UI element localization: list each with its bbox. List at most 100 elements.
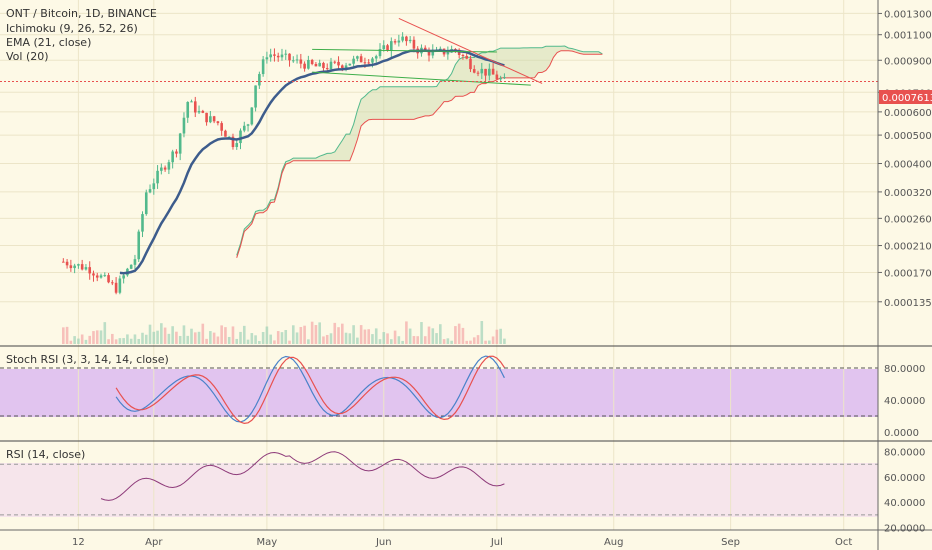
candle-body[interactable] bbox=[325, 68, 329, 70]
candle-body[interactable] bbox=[495, 74, 499, 80]
candle-body[interactable] bbox=[454, 49, 457, 51]
candle-body[interactable] bbox=[95, 275, 99, 278]
candle-body[interactable] bbox=[367, 62, 370, 64]
candle-body[interactable] bbox=[178, 133, 182, 154]
candle-body[interactable] bbox=[224, 130, 227, 137]
candle-body[interactable] bbox=[390, 41, 393, 51]
candle-body[interactable] bbox=[265, 57, 269, 60]
candle-body[interactable] bbox=[190, 101, 193, 103]
candle-body[interactable] bbox=[341, 65, 344, 69]
candle-body[interactable] bbox=[175, 151, 178, 154]
candle-body[interactable] bbox=[92, 273, 95, 276]
candle-body[interactable] bbox=[205, 112, 208, 123]
candle-body[interactable] bbox=[303, 63, 306, 69]
candle-body[interactable] bbox=[62, 261, 65, 263]
candle-body[interactable] bbox=[186, 102, 190, 118]
candle-body[interactable] bbox=[371, 58, 374, 63]
candle-body[interactable] bbox=[439, 48, 442, 50]
candle-body[interactable] bbox=[129, 264, 133, 269]
candle-body[interactable] bbox=[269, 54, 272, 58]
candle-body[interactable] bbox=[156, 170, 159, 184]
time-axis[interactable]: 12 Apr May Jun Jul Aug Sep Oct bbox=[72, 537, 852, 548]
candle-body[interactable] bbox=[246, 124, 250, 126]
candle-body[interactable] bbox=[107, 275, 110, 283]
candle-body[interactable] bbox=[503, 77, 506, 79]
candle-body[interactable] bbox=[239, 130, 242, 144]
candle-body[interactable] bbox=[480, 68, 484, 74]
candle-body[interactable] bbox=[329, 61, 333, 70]
candle-body[interactable] bbox=[84, 267, 88, 270]
candle-body[interactable] bbox=[118, 278, 122, 293]
candle-body[interactable] bbox=[212, 116, 216, 122]
candle-body[interactable] bbox=[141, 214, 144, 232]
candle-body[interactable] bbox=[167, 162, 171, 170]
candle-body[interactable] bbox=[254, 85, 257, 108]
candle-body[interactable] bbox=[163, 167, 167, 170]
candle-body[interactable] bbox=[216, 121, 220, 124]
candle-body[interactable] bbox=[152, 183, 156, 190]
candle-body[interactable] bbox=[99, 275, 103, 278]
candle-body[interactable] bbox=[356, 56, 359, 59]
candle-body[interactable] bbox=[310, 59, 314, 64]
candle-body[interactable] bbox=[88, 267, 92, 274]
candle-body[interactable] bbox=[427, 49, 431, 56]
candle-body[interactable] bbox=[182, 117, 186, 134]
candle-body[interactable] bbox=[397, 40, 401, 43]
candle-body[interactable] bbox=[408, 39, 412, 42]
candle-body[interactable] bbox=[348, 63, 352, 66]
candle-body[interactable] bbox=[461, 54, 465, 56]
candle-body[interactable] bbox=[499, 78, 502, 80]
candle-body[interactable] bbox=[273, 54, 276, 56]
rsi-axis[interactable]: 80.0000 60.0000 40.0000 20.0000 bbox=[884, 448, 925, 535]
candle-body[interactable] bbox=[374, 56, 378, 59]
rsi-pane[interactable] bbox=[0, 451, 878, 516]
candle-body[interactable] bbox=[137, 231, 141, 260]
candle-body[interactable] bbox=[337, 61, 340, 66]
candle-body[interactable] bbox=[295, 59, 299, 61]
candle-body[interactable] bbox=[393, 41, 397, 43]
candle-body[interactable] bbox=[314, 63, 318, 67]
candle-body[interactable] bbox=[401, 36, 404, 41]
candle-body[interactable] bbox=[220, 123, 223, 131]
candle-body[interactable] bbox=[276, 55, 280, 58]
stoch-rsi-pane[interactable] bbox=[0, 355, 878, 425]
candle-body[interactable] bbox=[133, 259, 137, 265]
candle-body[interactable] bbox=[299, 59, 303, 64]
candle-body[interactable] bbox=[231, 136, 235, 148]
candle-body[interactable] bbox=[359, 56, 363, 63]
candle-body[interactable] bbox=[288, 53, 291, 61]
candle-body[interactable] bbox=[386, 45, 389, 51]
candle-body[interactable] bbox=[465, 55, 469, 59]
candle-body[interactable] bbox=[488, 68, 491, 76]
candle-body[interactable] bbox=[160, 167, 163, 171]
candle-body[interactable] bbox=[148, 189, 152, 193]
candle-body[interactable] bbox=[484, 68, 487, 76]
candle-body[interactable] bbox=[250, 107, 254, 125]
candle-body[interactable] bbox=[209, 116, 212, 123]
candle-body[interactable] bbox=[197, 110, 201, 113]
candle-body[interactable] bbox=[472, 69, 476, 73]
candle-body[interactable] bbox=[476, 72, 480, 74]
candle-body[interactable] bbox=[235, 143, 239, 148]
candle-body[interactable] bbox=[344, 65, 348, 69]
stoch-axis[interactable]: 80.0000 40.0000 0.0000 bbox=[884, 364, 925, 439]
candle-body[interactable] bbox=[73, 265, 76, 269]
candle-body[interactable] bbox=[363, 62, 367, 64]
candle-body[interactable] bbox=[307, 59, 310, 69]
candle-body[interactable] bbox=[318, 62, 321, 67]
candle-body[interactable] bbox=[65, 261, 69, 266]
candle-body[interactable] bbox=[69, 265, 73, 269]
price-pane[interactable] bbox=[0, 17, 878, 344]
candle-body[interactable] bbox=[171, 151, 174, 163]
candle-body[interactable] bbox=[284, 53, 288, 55]
candle-body[interactable] bbox=[291, 60, 295, 62]
candle-body[interactable] bbox=[322, 62, 325, 69]
candle-body[interactable] bbox=[382, 45, 386, 50]
candle-body[interactable] bbox=[261, 59, 265, 75]
candle-body[interactable] bbox=[378, 49, 382, 57]
candle-body[interactable] bbox=[446, 52, 450, 55]
candle-body[interactable] bbox=[111, 282, 114, 284]
candle-body[interactable] bbox=[280, 54, 284, 58]
candle-body[interactable] bbox=[103, 275, 107, 277]
